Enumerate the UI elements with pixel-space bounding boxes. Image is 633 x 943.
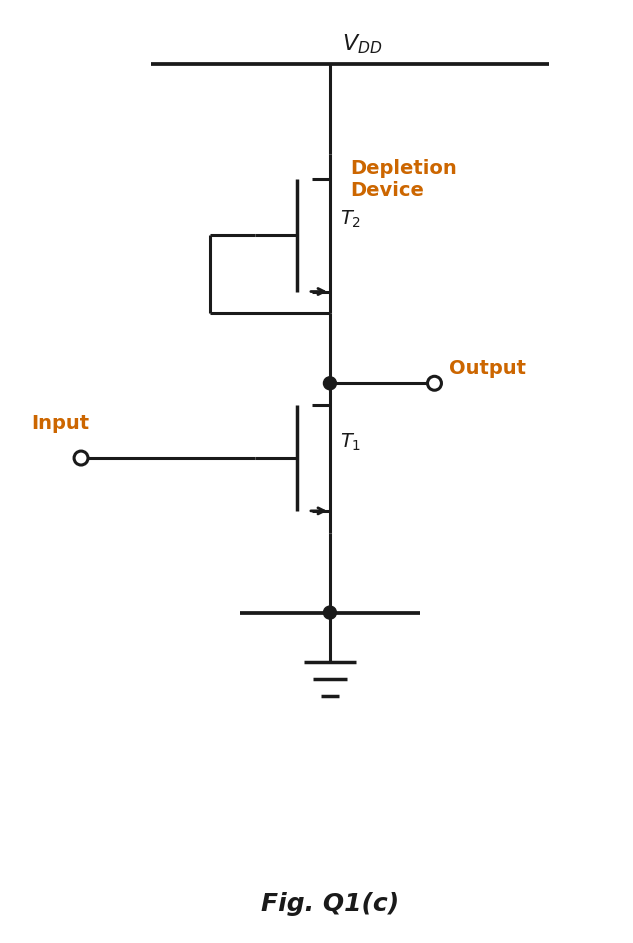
Text: Fig. Q1(c): Fig. Q1(c) [261, 892, 399, 916]
Text: $T_1$: $T_1$ [340, 432, 361, 453]
Text: $V_{DD}$: $V_{DD}$ [342, 33, 382, 57]
Circle shape [427, 376, 441, 390]
Text: Output: Output [449, 359, 527, 378]
Text: Depletion
Device: Depletion Device [350, 159, 456, 200]
Circle shape [323, 377, 336, 389]
Circle shape [323, 606, 336, 619]
Text: Input: Input [31, 414, 89, 433]
Circle shape [74, 451, 88, 465]
Text: $T_2$: $T_2$ [340, 209, 361, 230]
